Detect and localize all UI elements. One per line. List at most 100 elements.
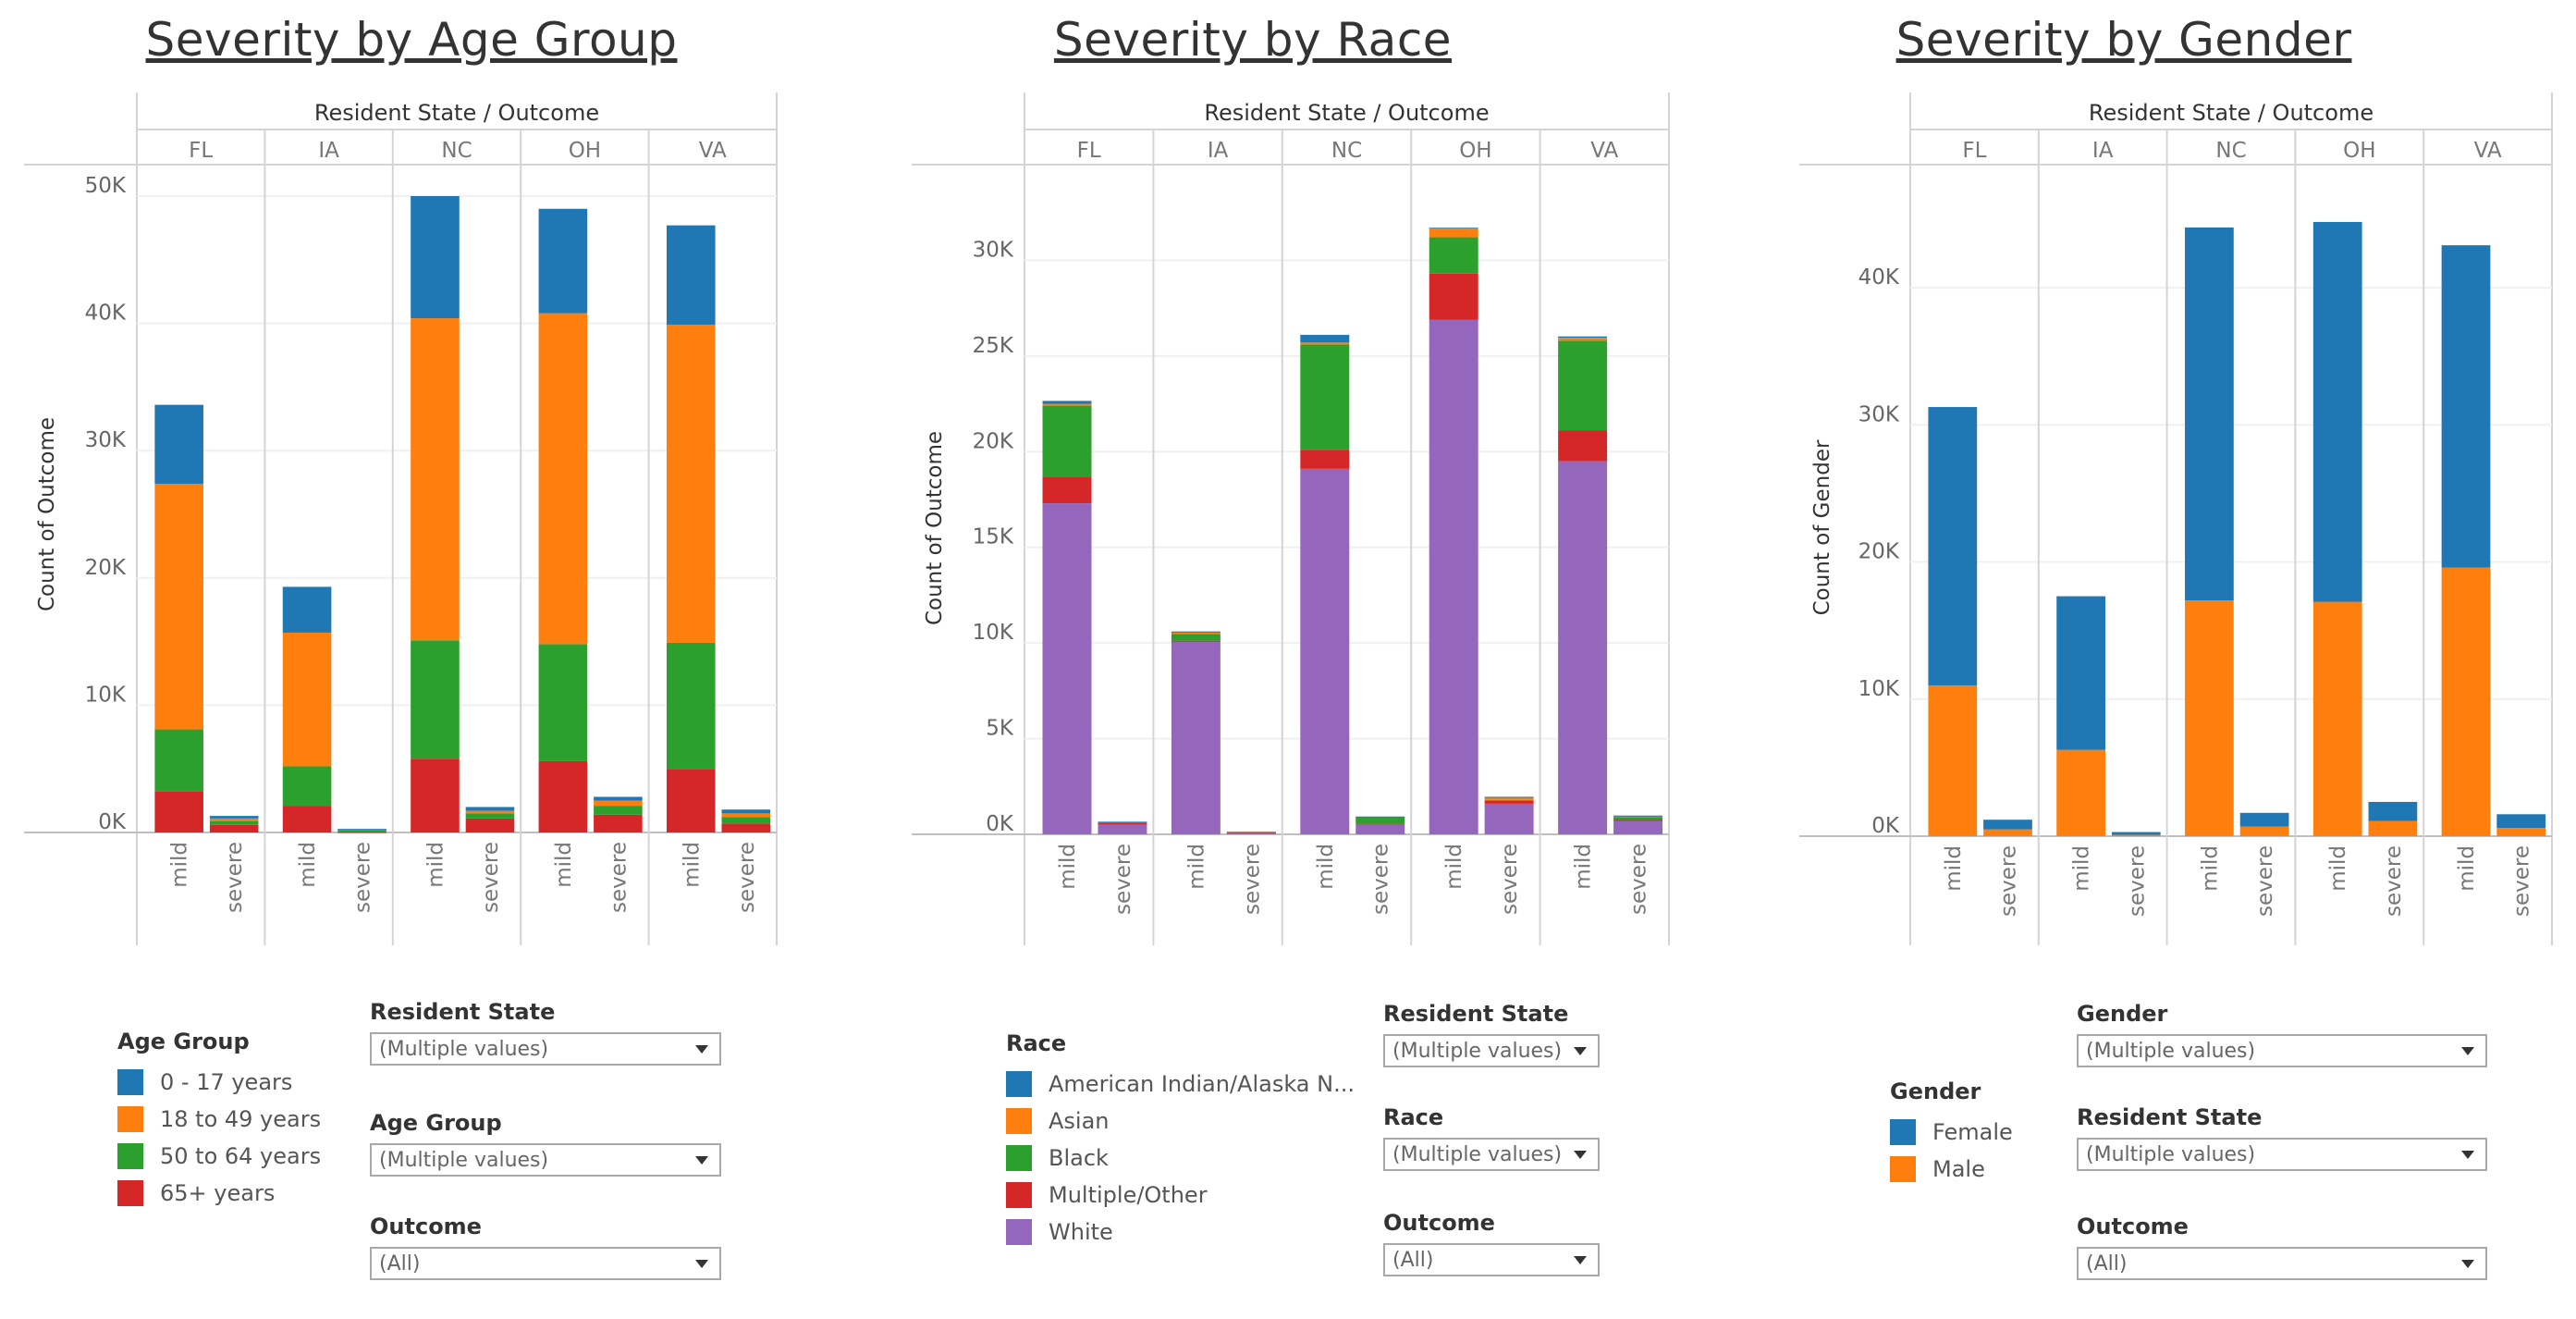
legend-item[interactable]: Multiple/Other bbox=[1006, 1177, 1355, 1214]
y-axis-label: Count of Gender bbox=[1810, 439, 1834, 615]
bar-segment bbox=[1558, 461, 1608, 834]
bar-segment bbox=[282, 806, 332, 832]
group-label: FL bbox=[1077, 139, 1101, 163]
legend-item[interactable]: Female bbox=[1890, 1114, 2013, 1151]
filter-dropdown[interactable]: (Multiple values) bbox=[1383, 1138, 1600, 1171]
filter-label: Resident State bbox=[2077, 1104, 2263, 1130]
filter-resident-state: Resident State (Multiple values) bbox=[2077, 1104, 2487, 1171]
filter-dropdown[interactable]: (Multiple values) bbox=[1383, 1034, 1600, 1067]
bar-segment bbox=[1171, 631, 1221, 635]
chevron-down-icon[interactable] bbox=[1574, 1255, 1587, 1264]
filter-dropdown[interactable]: (All) bbox=[2077, 1247, 2487, 1280]
bar-segment bbox=[465, 818, 515, 832]
legend-item[interactable]: Male bbox=[1890, 1151, 2013, 1188]
bar-segment bbox=[2111, 834, 2161, 836]
chevron-down-icon[interactable] bbox=[1574, 1046, 1587, 1055]
outcome-label: severe bbox=[1996, 845, 2020, 917]
bar-segment bbox=[1613, 820, 1663, 834]
bar-segment bbox=[465, 810, 515, 814]
group-label: VA bbox=[1590, 139, 1618, 163]
legend-item[interactable]: American Indian/Alaska N... bbox=[1006, 1066, 1355, 1103]
bar-segment bbox=[1098, 822, 1147, 825]
bar-segment bbox=[1613, 817, 1663, 820]
bar-segment bbox=[594, 796, 643, 801]
bar-segment bbox=[1098, 821, 1147, 823]
legend-swatch bbox=[1006, 1108, 1032, 1134]
dashboard-title: Severity by Gender bbox=[1895, 13, 2352, 67]
chevron-down-icon[interactable] bbox=[2461, 1259, 2474, 1268]
filter-dropdown[interactable]: (All) bbox=[370, 1247, 721, 1280]
bar-segment bbox=[1042, 401, 1092, 404]
y-tick-label: 5K bbox=[986, 717, 1014, 741]
bar-segment bbox=[411, 196, 460, 319]
bar-segment bbox=[1484, 796, 1534, 800]
bar-segment bbox=[2056, 596, 2105, 750]
bar-segment bbox=[594, 814, 643, 832]
legend-swatch bbox=[1006, 1145, 1032, 1171]
filter-dropdown[interactable]: (All) bbox=[1383, 1243, 1600, 1276]
group-label: NC bbox=[441, 139, 472, 163]
filter-label: Outcome bbox=[2077, 1214, 2189, 1239]
outcome-label: severe bbox=[479, 842, 503, 913]
chevron-down-icon[interactable] bbox=[1574, 1150, 1587, 1159]
y-tick-label: 0K bbox=[1871, 814, 1900, 838]
legend-item[interactable]: 65+ years bbox=[117, 1175, 321, 1212]
bar-segment bbox=[2441, 567, 2491, 836]
bar-segment bbox=[721, 813, 771, 818]
filter-dropdown[interactable]: (Multiple values) bbox=[2077, 1034, 2487, 1067]
bar-segment bbox=[1042, 403, 1092, 406]
legend-item[interactable]: 50 to 64 years bbox=[117, 1138, 321, 1175]
bar-segment bbox=[1355, 823, 1405, 825]
legend-swatch bbox=[1006, 1182, 1032, 1208]
filter-dropdown[interactable]: (Multiple values) bbox=[370, 1143, 721, 1177]
outcome-label: severe bbox=[223, 842, 247, 913]
chevron-down-icon[interactable] bbox=[2461, 1150, 2474, 1159]
filter-value: (All) bbox=[379, 1251, 421, 1276]
filter-dropdown[interactable]: (Multiple values) bbox=[370, 1032, 721, 1066]
legend-item[interactable]: 18 to 49 years bbox=[117, 1101, 321, 1138]
bar-segment bbox=[1355, 817, 1405, 824]
bar-segment bbox=[2312, 601, 2362, 836]
chevron-down-icon[interactable] bbox=[2461, 1046, 2474, 1055]
legend-item[interactable]: 0 - 17 years bbox=[117, 1064, 321, 1101]
bar-segment bbox=[337, 830, 386, 832]
outcome-label: mild bbox=[296, 842, 320, 888]
bar-segment bbox=[1429, 237, 1478, 274]
dashboard-title: Severity by Race bbox=[1053, 13, 1453, 67]
y-tick-label: 40K bbox=[85, 302, 127, 326]
bar-segment bbox=[721, 823, 771, 832]
bar-segment bbox=[465, 807, 515, 811]
legend-swatch bbox=[1890, 1119, 1916, 1145]
y-tick-label: 50K bbox=[85, 174, 127, 198]
legend-item[interactable]: White bbox=[1006, 1214, 1355, 1251]
legend-item[interactable]: Asian bbox=[1006, 1103, 1355, 1140]
filter-age-group: Age Group (Multiple values) bbox=[370, 1110, 721, 1177]
chevron-down-icon[interactable] bbox=[695, 1044, 708, 1054]
legend-title: Race bbox=[1006, 1030, 1067, 1056]
group-label: FL bbox=[1962, 139, 1986, 163]
column-header: Resident State / Outcome bbox=[1204, 100, 1489, 126]
filter-dropdown[interactable]: (Multiple values) bbox=[2077, 1138, 2487, 1171]
bar-segment bbox=[411, 758, 460, 832]
legend-swatch bbox=[117, 1180, 143, 1206]
bar-segment bbox=[1484, 800, 1534, 804]
outcome-label: mild bbox=[1942, 845, 1966, 892]
bar-segment bbox=[209, 820, 259, 825]
legend-item[interactable]: Black bbox=[1006, 1140, 1355, 1177]
filter-label: Outcome bbox=[1383, 1210, 1495, 1236]
bar-segment bbox=[282, 632, 332, 767]
bar-segment bbox=[1355, 816, 1405, 818]
filter-label: Gender bbox=[2077, 1001, 2168, 1027]
chevron-down-icon[interactable] bbox=[695, 1155, 708, 1165]
group-label: IA bbox=[318, 139, 339, 163]
y-tick-label: 40K bbox=[1858, 265, 1900, 290]
filter-value: (Multiple values) bbox=[379, 1037, 549, 1061]
outcome-label: severe bbox=[607, 842, 631, 913]
outcome-label: mild bbox=[1184, 844, 1208, 890]
group-label: OH bbox=[569, 139, 601, 163]
bar-segment bbox=[1429, 273, 1478, 320]
legend-label: 18 to 49 years bbox=[160, 1106, 322, 1132]
chevron-down-icon[interactable] bbox=[695, 1259, 708, 1268]
legend-label: 50 to 64 years bbox=[160, 1143, 322, 1169]
dashboard-gender: Severity by Gender Resident State / Outc… bbox=[1775, 0, 2576, 1319]
